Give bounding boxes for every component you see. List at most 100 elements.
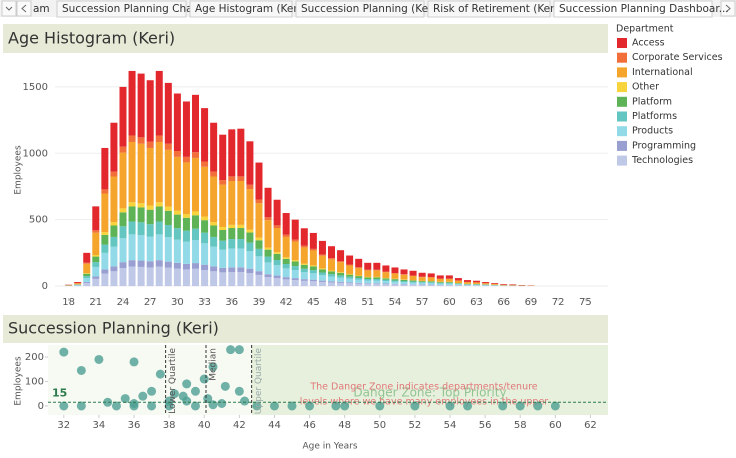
bar-segment (192, 263, 199, 269)
bar-segment (382, 272, 389, 273)
bar-segment (165, 207, 172, 211)
point (130, 399, 139, 408)
bar-segment (428, 273, 435, 277)
bar-segment (165, 268, 172, 286)
bar-segment (310, 280, 317, 282)
tab-scroll-left[interactable] (17, 1, 31, 16)
reference-label: Median (208, 348, 218, 381)
bar-segment (165, 211, 172, 225)
bar-segment (391, 280, 398, 281)
bar-segment (129, 222, 136, 235)
bar-segment (274, 260, 281, 265)
bar-segment (301, 228, 308, 245)
bar-segment (301, 265, 308, 269)
bar-segment (219, 180, 226, 185)
bar-segment (174, 157, 181, 211)
point (130, 357, 139, 366)
bar-segment (328, 246, 335, 258)
legend-swatch (617, 141, 627, 151)
bar-segment (455, 284, 462, 285)
bar-segment (391, 284, 398, 286)
bar-segment (156, 71, 163, 136)
bar-segment (355, 276, 362, 278)
bar-segment (192, 229, 199, 240)
bar-segment (346, 256, 353, 265)
bar-segment (410, 282, 417, 284)
bar-segment (292, 240, 299, 242)
bar-segment (283, 213, 290, 235)
bar-segment (265, 217, 272, 220)
bar-segment (110, 172, 117, 177)
bar-segment (401, 281, 408, 282)
point (121, 394, 130, 403)
bar-segment (83, 274, 90, 276)
bar-segment (437, 275, 444, 278)
bar-segment (337, 282, 344, 283)
bar-segment (274, 225, 281, 228)
bar-segment (174, 211, 181, 215)
bar-segment (156, 135, 163, 142)
x-axis-title: Age in Years (302, 442, 357, 452)
bar-segment (419, 282, 426, 283)
bar-segment (219, 241, 226, 250)
bar-segment (401, 275, 408, 280)
point (340, 401, 349, 410)
bar-segment (428, 285, 435, 286)
bar-segment (119, 262, 126, 268)
bar-segment (391, 284, 398, 285)
x-tick-label: 24 (117, 297, 130, 308)
bar-segment (147, 261, 154, 267)
bar-segment (364, 270, 371, 271)
bar-segment (355, 276, 362, 277)
bar-segment (83, 276, 90, 278)
bar-segment (301, 246, 308, 248)
bar-segment (174, 151, 181, 157)
bar-segment (228, 228, 235, 239)
bar-segment (129, 260, 136, 267)
bar-segment (174, 228, 181, 240)
bar-segment (446, 275, 453, 278)
bar-segment (138, 222, 145, 235)
bar-segment (210, 172, 217, 177)
bar-segment (246, 189, 253, 230)
bar-segment (283, 257, 290, 258)
bar-segment (382, 280, 389, 281)
bar-segment (319, 241, 326, 255)
bar-segment (92, 267, 99, 277)
bar-segment (228, 176, 235, 181)
bar-segment (101, 245, 108, 253)
bar-segment (301, 279, 308, 281)
bar-segment (219, 135, 226, 180)
bar-segment (401, 269, 408, 274)
bar-segment (346, 265, 353, 266)
bar-segment (210, 271, 217, 286)
bar-segment (192, 269, 199, 286)
bar-segment (110, 123, 117, 172)
bar-segment (310, 233, 317, 249)
x-tick-label: 60 (549, 420, 562, 431)
point (94, 355, 103, 364)
bar-segment (83, 278, 90, 282)
bar-segment (310, 273, 317, 279)
bar-segment (391, 279, 398, 280)
legend-label: Other (632, 82, 659, 93)
point (217, 399, 226, 408)
bar-segment (210, 222, 217, 225)
bar-segment (183, 231, 190, 242)
point (446, 401, 455, 410)
bar-segment (210, 123, 217, 172)
x-tick-label: 60 (443, 297, 456, 308)
bar-segment (255, 249, 262, 256)
bar-segment (192, 158, 199, 212)
bar-segment (301, 272, 308, 279)
bar-segment (428, 283, 435, 284)
bar-segment (183, 242, 190, 264)
point (200, 375, 209, 384)
bar-segment (382, 281, 389, 284)
bar-segment (265, 274, 272, 277)
tab-scroll-down[interactable] (2, 1, 16, 16)
point (410, 401, 419, 410)
bar-segment (437, 279, 444, 282)
bar-segment (482, 285, 489, 286)
bar-segment (228, 272, 235, 286)
